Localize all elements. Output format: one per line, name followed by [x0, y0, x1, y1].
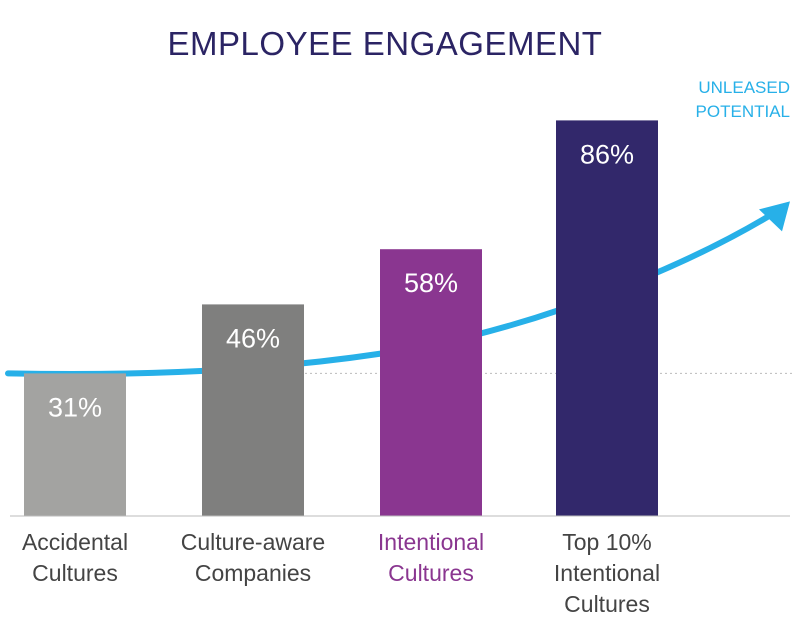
labels-layer: 31% 46% 58% 86%: [48, 139, 634, 422]
category-label: Companies: [195, 560, 311, 586]
bar-3: [380, 249, 482, 516]
bar-value-label: 58%: [404, 268, 458, 298]
trend-arrow-icon: [759, 201, 790, 232]
bar-2: [202, 304, 304, 516]
category-label: Culture-aware: [181, 529, 325, 555]
bar-value-label: 31%: [48, 392, 102, 422]
bar-value-label: 46%: [226, 323, 280, 353]
bar-4: [556, 120, 658, 517]
category-label: Cultures: [388, 560, 474, 586]
chart-title: EMPLOYEE ENGAGEMENT: [168, 25, 603, 62]
annotation-line: POTENTIAL: [696, 102, 790, 121]
annotation-line: UNLEASED: [698, 78, 790, 97]
bar-value-label: 86%: [580, 139, 634, 169]
category-label: Cultures: [564, 591, 650, 617]
category-label: Intentional: [554, 560, 660, 586]
category-labels: Accidental Cultures Culture-aware Companies…: [22, 529, 660, 617]
category-label: Top 10%: [562, 529, 652, 555]
category-label: Accidental: [22, 529, 128, 555]
category-label: Cultures: [32, 560, 118, 586]
bars-layer: [24, 120, 658, 517]
unleashed-potential-annotation: UNLEASED POTENTIAL: [696, 78, 790, 121]
category-label: Intentional: [378, 529, 484, 555]
bar-1: [24, 373, 126, 516]
